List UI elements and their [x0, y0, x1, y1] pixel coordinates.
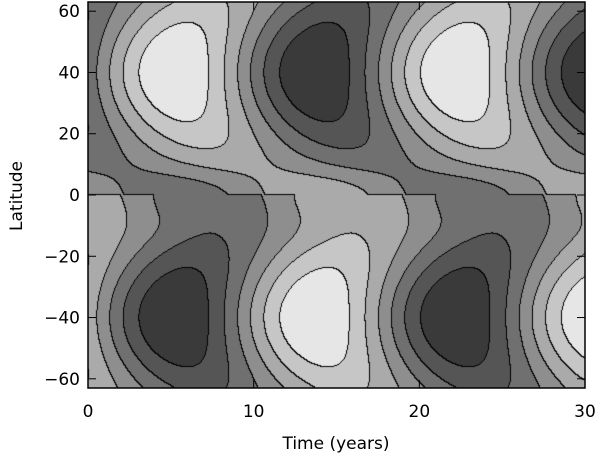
y-axis: −60 −40 −20 0 20 40 60: [44, 2, 585, 390]
y-tick-label: −60: [44, 370, 80, 390]
x-tick-label: 0: [83, 402, 94, 422]
y-tick-label: 60: [58, 2, 80, 22]
x-tick-label: 10: [243, 402, 265, 422]
x-tick-label: 30: [574, 402, 596, 422]
plot-area: [88, 2, 585, 388]
x-tick-label: 20: [409, 402, 431, 422]
y-tick-label: 20: [58, 125, 80, 145]
y-tick-label: −40: [44, 309, 80, 329]
y-tick-label: 0: [69, 186, 80, 206]
x-axis: 0 10 20 30: [83, 2, 596, 422]
y-axis-label: Latitude: [7, 161, 27, 231]
y-tick-label: 40: [58, 63, 80, 83]
y-tick-label: −20: [44, 247, 80, 267]
contour-field: [88, 2, 585, 388]
x-axis-label: Time (years): [281, 434, 389, 454]
